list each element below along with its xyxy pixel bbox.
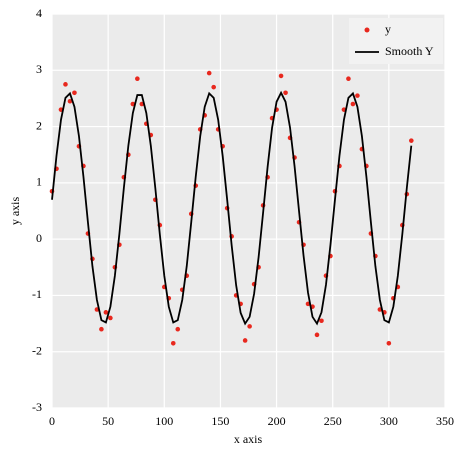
data-point <box>409 138 414 143</box>
data-point <box>108 315 113 321</box>
x-tick-label: 250 <box>324 414 342 428</box>
y-tick-label: 2 <box>36 118 42 132</box>
data-point <box>135 76 140 82</box>
data-point <box>242 338 248 343</box>
data-point <box>99 326 104 332</box>
y-tick-label: -1 <box>32 287 42 301</box>
y-tick-label: 0 <box>36 231 42 245</box>
data-point <box>67 98 73 104</box>
x-tick-label: 200 <box>268 414 286 428</box>
data-point <box>346 76 351 82</box>
y-tick-label: 1 <box>36 175 42 189</box>
data-point <box>175 326 181 332</box>
plot-area <box>52 14 445 408</box>
data-point <box>211 84 216 90</box>
data-point <box>247 324 252 329</box>
data-point <box>206 70 212 76</box>
data-point <box>314 332 320 338</box>
data-point <box>170 340 176 346</box>
data-point <box>103 310 109 315</box>
x-tick-label: 0 <box>49 414 55 428</box>
legend-label: y <box>385 22 391 36</box>
data-point <box>386 340 392 346</box>
x-axis-label: x axis <box>234 432 263 446</box>
data-point <box>63 82 68 87</box>
data-point <box>278 73 284 79</box>
data-point <box>283 90 288 96</box>
x-tick-label: 350 <box>436 414 454 428</box>
y-tick-label: 3 <box>36 62 42 76</box>
data-point <box>355 93 360 98</box>
data-point <box>350 101 356 107</box>
y-tick-label: 4 <box>36 6 42 20</box>
data-point <box>72 90 77 96</box>
x-tick-label: 50 <box>102 414 114 428</box>
data-point <box>319 318 324 324</box>
y-tick-label: -3 <box>32 400 42 414</box>
x-tick-label: 100 <box>155 414 173 428</box>
y-tick-label: -2 <box>32 343 42 357</box>
legend-label: Smooth Y <box>385 44 434 58</box>
y-axis-label: y axis <box>8 197 22 226</box>
x-tick-label: 150 <box>211 414 229 428</box>
line <box>51 90 413 326</box>
legend-marker <box>364 27 370 33</box>
x-tick-label: 300 <box>380 414 398 428</box>
legend-box <box>349 18 443 64</box>
